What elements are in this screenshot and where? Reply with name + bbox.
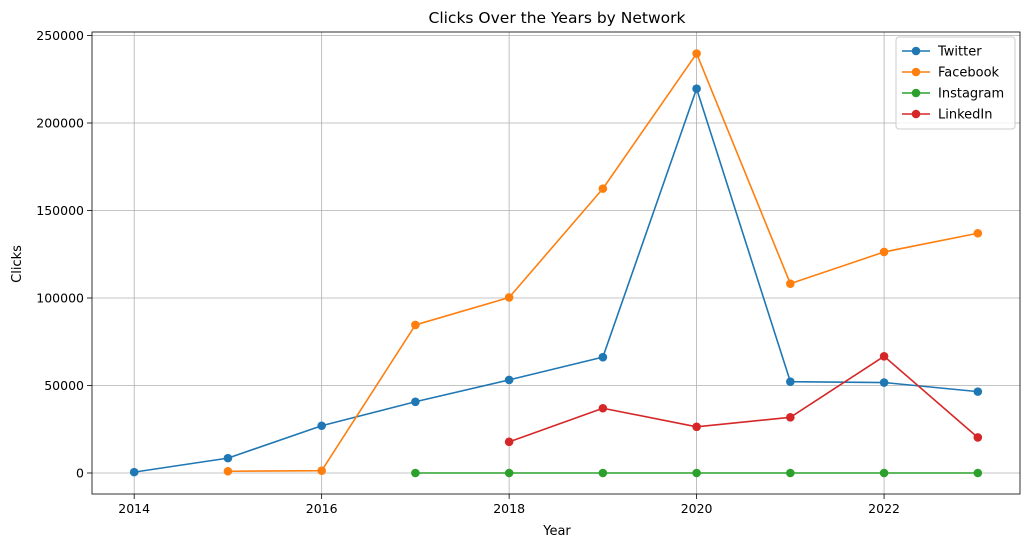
legend-label-linkedin: LinkedIn [938, 108, 992, 123]
legend-marker-facebook [911, 67, 921, 77]
data-point-instagram [598, 468, 608, 478]
legend-marker-twitter [911, 46, 921, 56]
axes: 2014 2016 2018 2020 2022 0 50000 100000 150000 20… [36, 28, 1021, 516]
x-tick-label: 2018 [493, 501, 525, 516]
data-point-linkedin [786, 413, 795, 422]
x-tick-label: 2020 [681, 501, 713, 516]
x-tick-label: 2022 [868, 501, 900, 516]
legend-label-twitter: Twitter [937, 45, 982, 60]
x-tick-label: 2014 [118, 501, 150, 516]
series-group [129, 49, 983, 478]
data-point-twitter [879, 378, 889, 387]
data-point-linkedin [598, 403, 608, 413]
data-point-facebook [692, 49, 701, 58]
y-tick-label: 150000 [36, 203, 84, 218]
data-point-instagram [504, 468, 514, 478]
y-tick-label: 0 [76, 466, 84, 481]
data-point-twitter [786, 377, 795, 386]
data-point-twitter [223, 453, 233, 463]
data-point-facebook [879, 247, 889, 257]
data-point-twitter [504, 375, 514, 385]
data-point-linkedin [692, 422, 701, 432]
y-tick-label: 200000 [36, 116, 84, 131]
data-point-instagram [786, 468, 795, 478]
x-tick-label: 2016 [306, 501, 338, 516]
data-point-twitter [598, 352, 608, 362]
data-point-twitter [411, 397, 420, 407]
data-point-twitter [692, 84, 701, 93]
data-point-twitter [129, 467, 139, 477]
data-point-facebook [223, 466, 233, 476]
data-point-twitter [317, 421, 326, 431]
y-tick-label: 250000 [36, 28, 84, 43]
data-point-facebook [786, 279, 795, 288]
y-tick-label: 100000 [36, 291, 84, 306]
legend-marker-linkedin [911, 109, 921, 119]
series-line-linkedin [508, 355, 979, 443]
data-point-facebook [598, 184, 608, 193]
data-point-linkedin [973, 433, 983, 442]
data-point-linkedin [879, 351, 889, 361]
data-point-instagram [973, 468, 983, 478]
legend-box [895, 36, 1016, 130]
data-point-instagram [411, 468, 420, 478]
series-line-twitter [134, 87, 978, 473]
data-point-linkedin [504, 437, 514, 447]
legend[interactable]: Twitter Facebook Instagram LinkedIn [895, 36, 1016, 130]
chart-title: Clicks Over the Years by Network [429, 9, 686, 27]
data-point-instagram [692, 468, 701, 478]
y-axis-label: Clicks [10, 245, 25, 283]
y-tick-label: 50000 [44, 378, 84, 393]
legend-label-facebook: Facebook [938, 66, 1000, 81]
plot-frame [91, 31, 1021, 495]
data-point-instagram [879, 468, 889, 478]
data-point-facebook [504, 293, 514, 302]
legend-label-instagram: Instagram [938, 87, 1004, 102]
legend-marker-instagram [911, 88, 921, 98]
x-axis-label: Year [542, 524, 571, 539]
data-point-twitter [973, 387, 983, 396]
data-point-facebook [973, 228, 983, 238]
data-point-facebook [411, 320, 420, 330]
data-point-facebook [317, 466, 326, 476]
